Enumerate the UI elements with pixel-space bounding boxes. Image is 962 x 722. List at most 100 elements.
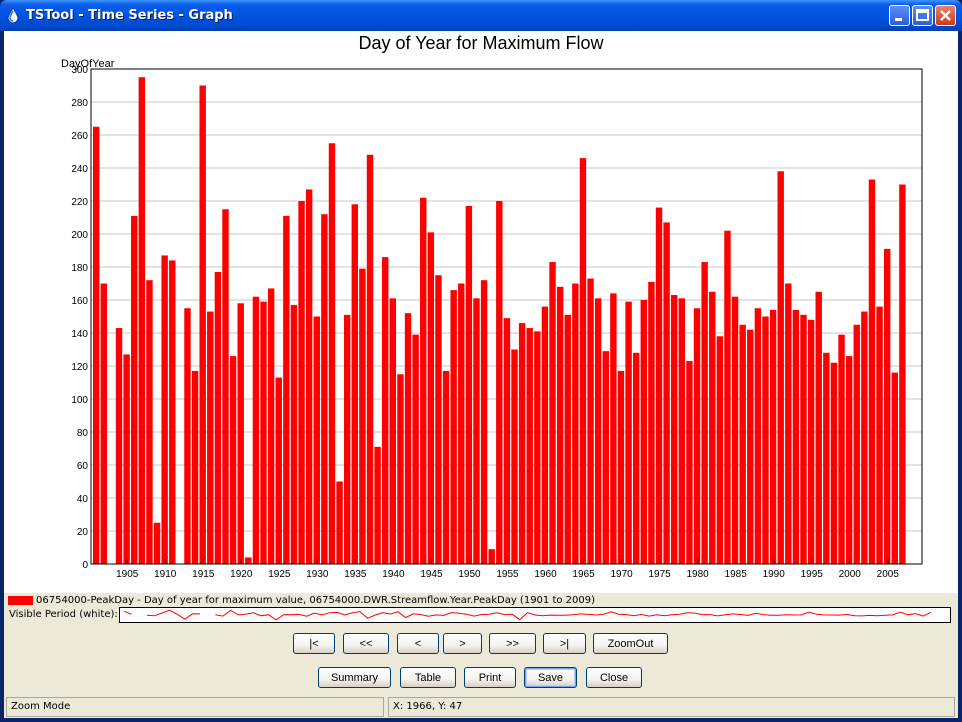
first-button[interactable]: |< xyxy=(293,633,335,654)
bar xyxy=(556,286,564,564)
x-tick-label: 1915 xyxy=(192,569,215,580)
x-tick-label: 1980 xyxy=(687,569,710,580)
bar xyxy=(845,356,853,564)
bar xyxy=(883,248,891,564)
y-axis-label: DayOfYear xyxy=(61,58,115,70)
bar xyxy=(640,300,648,564)
y-tick-label: 180 xyxy=(71,263,88,274)
bar xyxy=(815,291,822,564)
x-tick-label: 2005 xyxy=(877,569,900,580)
bar xyxy=(587,278,594,564)
bar xyxy=(123,354,130,564)
print-button[interactable]: Print xyxy=(464,667,516,688)
y-tick-label: 160 xyxy=(71,296,88,307)
bar xyxy=(305,189,313,564)
y-tick-label: 60 xyxy=(77,461,89,472)
bar xyxy=(450,290,457,564)
prev-button[interactable]: < xyxy=(397,633,439,654)
overview-line xyxy=(123,609,932,621)
bar xyxy=(754,308,762,564)
bar xyxy=(549,262,556,564)
bar xyxy=(275,377,282,564)
bar xyxy=(686,361,693,564)
overview-trace xyxy=(123,609,932,621)
y-tick-label: 240 xyxy=(71,164,88,175)
window-title: TSTool - Time Series - Graph xyxy=(26,8,233,23)
next-button[interactable]: > xyxy=(443,633,482,654)
x-tick-label: 1950 xyxy=(458,569,481,580)
bar xyxy=(214,271,222,564)
next-page-button[interactable]: >> xyxy=(489,633,536,654)
x-tick-label: 1940 xyxy=(382,569,405,580)
last-button[interactable]: >| xyxy=(543,633,586,654)
bar xyxy=(610,293,617,564)
bar xyxy=(465,205,473,564)
bar xyxy=(541,306,549,564)
close-window-button[interactable] xyxy=(935,5,956,26)
bar xyxy=(131,215,138,564)
close-button[interactable]: Close xyxy=(586,667,642,688)
y-tick-label: 40 xyxy=(77,494,89,505)
y-tick-label: 200 xyxy=(71,230,88,241)
bar xyxy=(404,313,412,564)
bar xyxy=(366,154,374,565)
bar xyxy=(313,316,320,564)
bar xyxy=(260,301,267,564)
bar xyxy=(245,557,252,564)
maximize-icon xyxy=(916,9,929,21)
y-tick-label: 120 xyxy=(71,362,88,373)
zoom-out-button[interactable]: ZoomOut xyxy=(593,633,668,654)
bar xyxy=(207,311,214,564)
y-tick-label: 280 xyxy=(71,98,88,109)
bar xyxy=(374,446,381,564)
bar xyxy=(115,328,123,564)
y-axis-ticks: 0 20 40 60 80 100 120 140 160 180 200 220 240 260 280 3… xyxy=(71,65,88,571)
bar xyxy=(191,370,199,564)
visible-period-overview[interactable] xyxy=(119,607,951,623)
summary-button[interactable]: Summary xyxy=(318,667,391,688)
bar xyxy=(777,171,784,565)
plot-frame xyxy=(90,68,923,565)
bar xyxy=(169,260,176,564)
bar xyxy=(397,374,404,564)
bar xyxy=(298,201,305,564)
x-tick-label: 2000 xyxy=(839,569,862,580)
title-bar[interactable]: TSTool - Time Series - Graph xyxy=(0,0,962,31)
bar xyxy=(830,362,838,564)
x-tick-label: 1905 xyxy=(116,569,139,580)
bar xyxy=(891,372,898,564)
bar xyxy=(518,323,526,564)
x-tick-label: 1925 xyxy=(268,569,291,580)
prev-page-button[interactable]: << xyxy=(343,633,389,654)
bar xyxy=(321,214,328,564)
visible-period-label: Visible Period (white): xyxy=(9,609,118,620)
x-tick-label: 1930 xyxy=(306,569,329,580)
x-axis-ticks: 1905 1910 1915 1920 1925 1930 1935 1940 1945 1950… xyxy=(116,559,899,580)
save-button[interactable]: Save xyxy=(524,667,577,688)
bar xyxy=(359,268,366,564)
bar xyxy=(442,370,450,564)
y-tick-label: 100 xyxy=(71,395,88,406)
minimize-button[interactable] xyxy=(889,5,910,26)
y-tick-label: 220 xyxy=(71,197,88,208)
bar xyxy=(617,370,625,564)
graph-panel[interactable]: Day of Year for Maximum Flow DayOfYear 0… xyxy=(4,31,958,593)
bar xyxy=(876,306,883,564)
bar xyxy=(100,283,108,564)
bar xyxy=(861,311,868,564)
bar-chart: Day of Year for Maximum Flow DayOfYear 0… xyxy=(61,33,923,580)
x-tick-label: 1920 xyxy=(230,569,253,580)
x-tick-label: 1990 xyxy=(763,569,786,580)
bar xyxy=(351,204,358,565)
bar xyxy=(161,255,168,564)
x-tick-label: 1975 xyxy=(648,569,671,580)
y-tick-label: 140 xyxy=(71,329,88,340)
bar xyxy=(290,304,298,564)
bar xyxy=(488,549,495,564)
table-button[interactable]: Table xyxy=(400,667,456,688)
bar xyxy=(709,291,716,564)
maximize-button[interactable] xyxy=(912,5,933,26)
status-mode: Zoom Mode xyxy=(6,697,384,717)
y-tick-label: 260 xyxy=(71,131,88,142)
